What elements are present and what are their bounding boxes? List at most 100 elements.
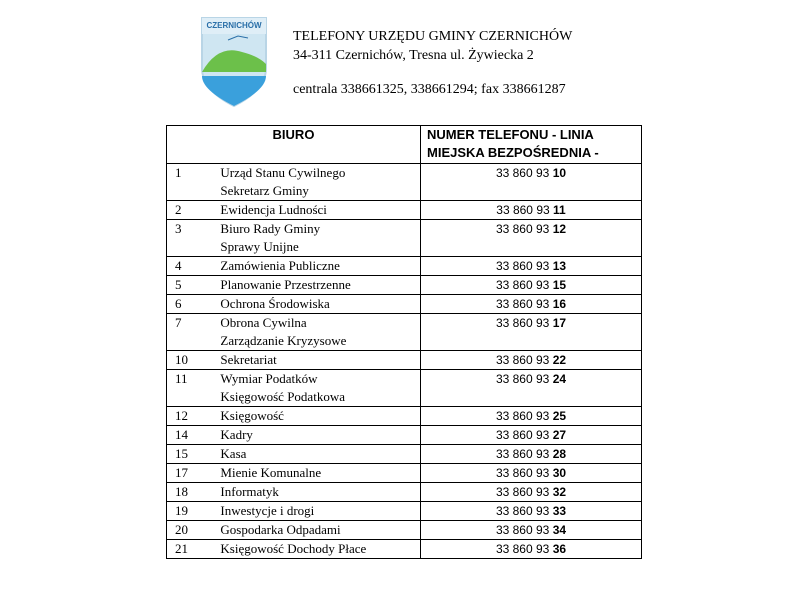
phone: 33 860 93 16 bbox=[420, 294, 642, 314]
office: Planowanie Przestrzenne bbox=[220, 275, 422, 295]
phone-extension: 16 bbox=[552, 297, 567, 311]
phone: 33 860 93 34 bbox=[420, 520, 642, 540]
phone-extension: 34 bbox=[552, 523, 567, 537]
phone-prefix: 33 860 93 bbox=[495, 523, 550, 537]
row-number: 19 bbox=[166, 501, 221, 521]
office-line: Planowanie Przestrzenne bbox=[220, 277, 351, 292]
row-number: 7 bbox=[166, 313, 221, 351]
office: Informatyk bbox=[220, 482, 422, 502]
office-line: Księgowość Podatkowa bbox=[220, 389, 345, 404]
phone-prefix: 33 860 93 bbox=[495, 466, 550, 480]
office-line: Kadry bbox=[220, 427, 253, 442]
table-row: 15 Kasa 33 860 93 28 bbox=[166, 444, 642, 464]
phone-prefix: 33 860 93 bbox=[495, 447, 550, 461]
row-number: 2 bbox=[166, 200, 221, 220]
office: Urząd Stanu Cywilnego Sekretarz Gminy bbox=[220, 163, 422, 201]
phone-prefix: 33 860 93 bbox=[495, 166, 550, 180]
row-number: 14 bbox=[166, 425, 221, 445]
phone-prefix: 33 860 93 bbox=[495, 316, 550, 330]
phone-prefix: 33 860 93 bbox=[495, 259, 550, 273]
logo: CZERNICHÓW bbox=[201, 17, 267, 108]
table-row: 5 Planowanie Przestrzenne 33 860 93 15 bbox=[166, 275, 642, 295]
row-number: 4 bbox=[166, 256, 221, 276]
phone-prefix: 33 860 93 bbox=[495, 353, 550, 367]
header-row: BIURO NUMER TELEFONU - LINIA MIEJSKA BEZ… bbox=[166, 125, 642, 164]
phone-extension: 11 bbox=[553, 203, 566, 217]
row-number: 18 bbox=[166, 482, 221, 502]
phone-table: BIURO NUMER TELEFONU - LINIA MIEJSKA BEZ… bbox=[166, 125, 642, 559]
phone-extension: 27 bbox=[552, 428, 567, 442]
phone-extension: 28 bbox=[552, 447, 567, 461]
office: Obrona Cywilna Zarządzanie Kryzysowe bbox=[220, 313, 422, 351]
row-number: 3 bbox=[166, 219, 221, 257]
office-line: Sprawy Unijne bbox=[220, 239, 299, 254]
table-row: 10 Sekretariat 33 860 93 22 bbox=[166, 350, 642, 370]
office: Zamówienia Publiczne bbox=[220, 256, 422, 276]
table-row: 18 Informatyk 33 860 93 32 bbox=[166, 482, 642, 502]
contact: centrala 338661325, 338661294; fax 33866… bbox=[293, 82, 566, 97]
office: Kasa bbox=[220, 444, 422, 464]
row-number: 21 bbox=[166, 539, 221, 559]
row-number: 11 bbox=[166, 369, 221, 407]
office-line: Biuro Rady Gminy bbox=[220, 221, 321, 236]
office: Ochrona Środowiska bbox=[220, 294, 422, 314]
phone: 33 860 93 22 bbox=[420, 350, 642, 370]
phone-prefix: 33 860 93 bbox=[495, 278, 550, 292]
row-number: 15 bbox=[166, 444, 221, 464]
office: Inwestycje i drogi bbox=[220, 501, 422, 521]
phone: 33 860 93 13 bbox=[420, 256, 642, 276]
phone-prefix: 33 860 93 bbox=[495, 504, 550, 518]
phone: 33 860 93 28 bbox=[420, 444, 642, 464]
table-row: 1 Urząd Stanu Cywilnego Sekretarz Gminy 33 … bbox=[166, 163, 642, 201]
address: 34-311 Czernichów, Tresna ul. Żywiecka 2 bbox=[293, 48, 534, 63]
office-line: Zamówienia Publiczne bbox=[220, 258, 340, 273]
office-line: Gospodarka Odpadami bbox=[220, 522, 341, 537]
phone-extension: 17 bbox=[552, 316, 567, 330]
office: Gospodarka Odpadami bbox=[220, 520, 422, 540]
phone-extension: 25 bbox=[552, 409, 567, 423]
phone: 33 860 93 32 bbox=[420, 482, 642, 502]
phone: 33 860 93 25 bbox=[420, 406, 642, 426]
phone-extension: 33 bbox=[552, 504, 567, 518]
phone: 33 860 93 33 bbox=[420, 501, 642, 521]
table-row: 7 Obrona Cywilna Zarządzanie Kryzysowe 33 8… bbox=[166, 313, 642, 351]
office-line: Wymiar Podatków bbox=[220, 371, 318, 386]
phone-extension: 15 bbox=[552, 278, 567, 292]
phone-prefix: 33 860 93 bbox=[495, 372, 550, 386]
office: Kadry bbox=[220, 425, 422, 445]
row-number: 20 bbox=[166, 520, 221, 540]
office-line: Inwestycje i drogi bbox=[220, 503, 315, 518]
row-number: 12 bbox=[166, 406, 221, 426]
phone: 33 860 93 30 bbox=[420, 463, 642, 483]
table-row: 19 Inwestycje i drogi 33 860 93 33 bbox=[166, 501, 642, 521]
office-line: Urząd Stanu Cywilnego bbox=[220, 165, 346, 180]
office: Biuro Rady Gminy Sprawy Unijne bbox=[220, 219, 422, 257]
phone-prefix: 33 860 93 bbox=[495, 409, 550, 423]
phone: 33 860 93 24 bbox=[420, 369, 642, 407]
phone: 33 860 93 27 bbox=[420, 425, 642, 445]
column-header: NUMER TELEFONU - LINIA MIEJSKA BEZPOŚRED… bbox=[420, 125, 642, 164]
office: Księgowość bbox=[220, 406, 422, 426]
row-number: 6 bbox=[166, 294, 221, 314]
table-row: 6 Ochrona Środowiska 33 860 93 16 bbox=[166, 294, 642, 314]
logo-text: CZERNICHÓW bbox=[206, 21, 262, 30]
office-line: Zarządzanie Kryzysowe bbox=[220, 333, 347, 348]
office-line: Ewidencja Ludności bbox=[220, 202, 327, 217]
phone-extension: 32 bbox=[552, 485, 567, 499]
phone-extension: 24 bbox=[552, 372, 567, 386]
phone-prefix: 33 860 93 bbox=[495, 485, 550, 499]
phone-extension: 36 bbox=[552, 542, 567, 556]
table-row: 17 Mienie Komunalne 33 860 93 30 bbox=[166, 463, 642, 483]
phone: 33 860 93 11 bbox=[420, 200, 642, 220]
phone-prefix: 33 860 93 bbox=[496, 203, 550, 217]
office-line: Sekretariat bbox=[220, 352, 277, 367]
phone: 33 860 93 17 bbox=[420, 313, 642, 351]
phone: 33 860 93 36 bbox=[420, 539, 642, 559]
row-number: 10 bbox=[166, 350, 221, 370]
row-number: 1 bbox=[166, 163, 221, 201]
phone-extension: 12 bbox=[552, 222, 567, 236]
office: Mienie Komunalne bbox=[220, 463, 422, 483]
office-line: Księgowość Dochody Płace bbox=[220, 541, 367, 556]
phone: 33 860 93 15 bbox=[420, 275, 642, 295]
